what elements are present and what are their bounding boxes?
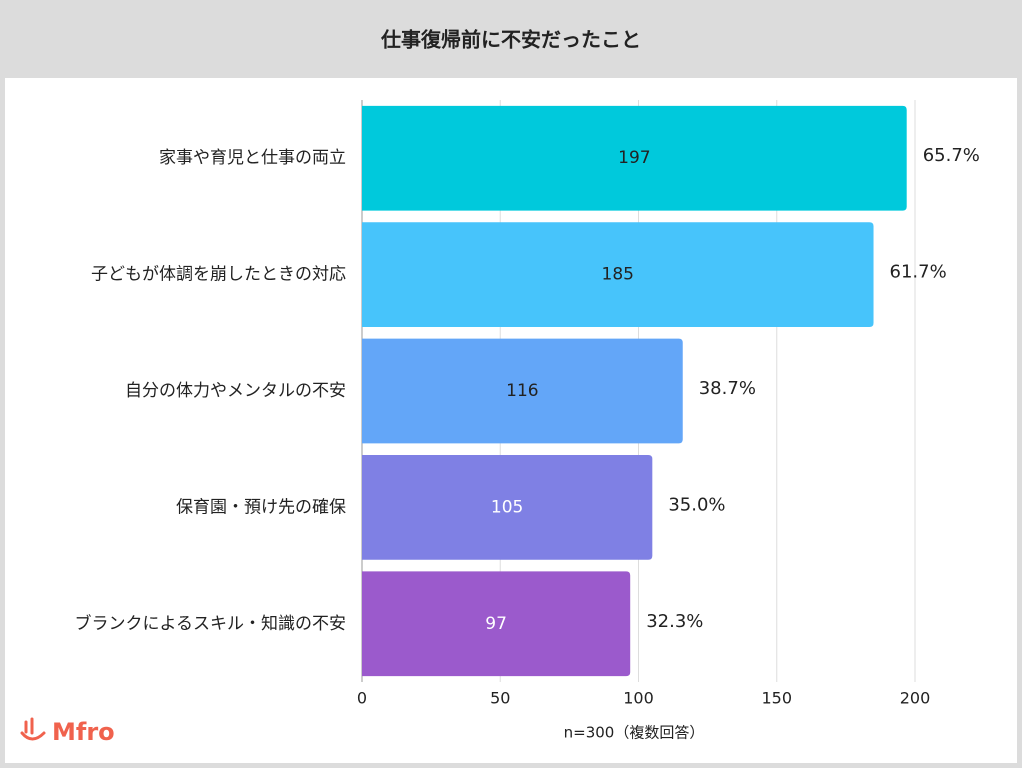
logo-text: Mfro <box>52 718 115 746</box>
bar-value-label: 105 <box>491 497 523 517</box>
x-tick-label: 200 <box>900 689 931 708</box>
bar <box>362 105 907 211</box>
bar <box>362 455 653 560</box>
bar <box>362 571 631 677</box>
bar <box>362 338 683 444</box>
bar <box>362 222 874 327</box>
category-label: 家事や育児と仕事の両立 <box>159 148 346 168</box>
bar-value-label: 197 <box>618 148 650 168</box>
share-label: 35.0% <box>668 494 725 515</box>
logo-icon <box>20 717 46 741</box>
category-label: 子どもが体調を崩したときの対応 <box>91 265 346 285</box>
share-label: 38.7% <box>699 378 756 399</box>
share-label: 61.7% <box>890 262 947 283</box>
category-label: ブランクによるスキル・知識の不安 <box>75 613 347 634</box>
x-tick-label: 50 <box>490 689 510 708</box>
note: n=300（複数回答） <box>564 724 705 742</box>
share-label: 32.3% <box>646 611 703 632</box>
bar-value-label: 97 <box>485 614 507 634</box>
bar-value-label: 116 <box>506 381 538 401</box>
category-label: 保育園・預け先の確保 <box>176 497 346 517</box>
share-label: 65.7% <box>923 145 980 166</box>
logo: Mfro <box>20 717 115 746</box>
x-tick-label: 150 <box>761 689 792 708</box>
x-tick-label: 100 <box>623 689 654 708</box>
category-label: 自分の体力やメンタルの不安 <box>125 381 346 401</box>
x-tick-label: 0 <box>357 689 367 708</box>
chart-title: 仕事復帰前に不安だったこと <box>380 28 641 52</box>
bar-value-label: 185 <box>602 265 634 285</box>
